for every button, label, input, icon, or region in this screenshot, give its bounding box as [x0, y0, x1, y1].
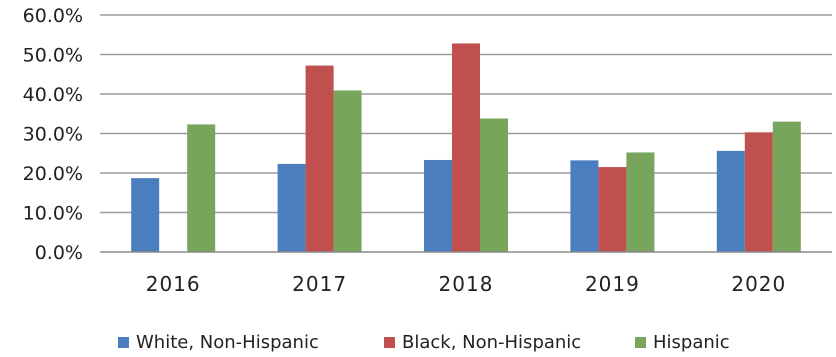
bar-white-non-hispanic-2018 — [424, 159, 452, 252]
legend-swatch — [635, 337, 646, 348]
bar-black-non-hispanic-2018 — [452, 43, 480, 252]
y-tick-label: 40.0% — [23, 84, 83, 106]
x-tick-label: 2019 — [585, 272, 640, 296]
bar-hispanic-2016 — [187, 124, 216, 252]
bar-black-non-hispanic-2017 — [305, 65, 334, 252]
bar-black-non-hispanic-2020 — [744, 132, 773, 252]
bar-hispanic-2018 — [480, 118, 508, 253]
bar-hispanic-2020 — [772, 121, 801, 253]
x-axis-tick-labels: 2016 2017 2018 2019 2020 — [146, 272, 786, 296]
bars — [131, 43, 801, 253]
y-tick-label: 60.0% — [23, 5, 83, 27]
bar-white-non-hispanic-2017 — [277, 163, 306, 252]
bar-hispanic-2017 — [333, 90, 362, 252]
x-tick-label: 2018 — [439, 272, 494, 296]
y-axis-tick-labels: 0.0% 10.0% 20.0% 30.0% 40.0% 50.0% 60.0% — [23, 5, 83, 264]
bar-hispanic-2019 — [626, 152, 655, 252]
y-tick-label: 10.0% — [23, 203, 83, 225]
y-tick-label: 0.0% — [35, 242, 83, 264]
legend-swatch — [384, 337, 395, 348]
bar-white-non-hispanic-2019 — [570, 160, 599, 252]
x-tick-label: 2016 — [146, 272, 201, 296]
y-tick-label: 20.0% — [23, 163, 83, 185]
legend-label: White, Non-Hispanic — [136, 332, 319, 353]
legend-swatch — [118, 337, 129, 348]
x-tick-label: 2017 — [292, 272, 347, 296]
legend-label: Hispanic — [653, 332, 730, 353]
x-tick-label: 2020 — [731, 272, 786, 296]
legend-label: Black, Non-Hispanic — [402, 332, 581, 353]
y-tick-label: 30.0% — [23, 124, 83, 146]
bar-white-non-hispanic-2020 — [716, 150, 745, 252]
legend: White, Non-Hispanic Black, Non-Hispanic Hi… — [118, 332, 730, 353]
bar-white-non-hispanic-2016 — [131, 178, 160, 252]
y-tick-label: 50.0% — [23, 45, 83, 67]
bar-black-non-hispanic-2019 — [598, 167, 627, 252]
